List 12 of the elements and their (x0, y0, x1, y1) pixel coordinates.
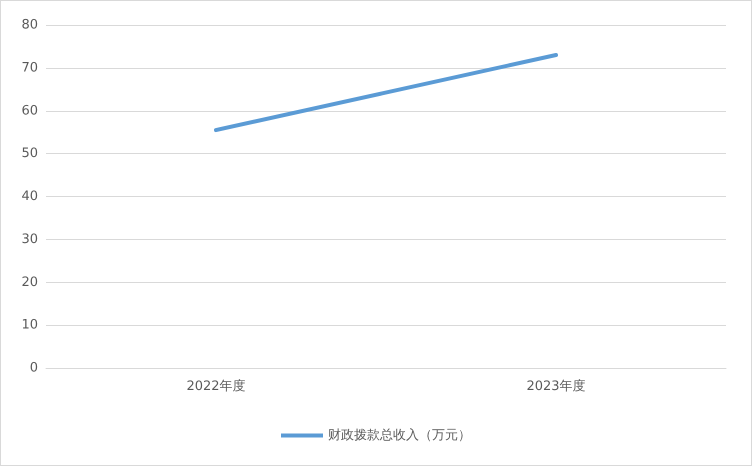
x-tick-label: 2022年度 (186, 378, 246, 394)
y-tick-label: 70 (21, 60, 38, 76)
y-tick-label: 0 (30, 360, 38, 376)
y-tick-label: 80 (21, 18, 38, 32)
x-tick-label: 2023年度 (526, 378, 586, 394)
y-tick-label: 40 (21, 189, 38, 204)
y-tick-label: 20 (21, 274, 38, 290)
legend-label: 财政拨款总收入（万元） (328, 428, 471, 443)
y-tick-label: 10 (21, 318, 38, 333)
y-tick-label: 30 (21, 232, 38, 247)
y-tick-label: 60 (21, 103, 38, 118)
y-tick-label: 50 (21, 146, 38, 162)
